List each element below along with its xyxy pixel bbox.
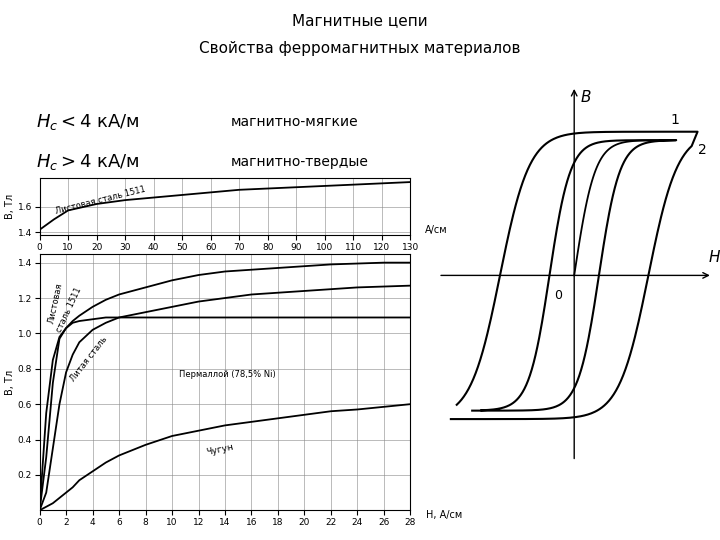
Text: $H$: $H$ (708, 249, 720, 265)
Text: 0: 0 (554, 289, 562, 302)
Text: Свойства ферромагнитных материалов: Свойства ферромагнитных материалов (199, 40, 521, 56)
Text: 1: 1 (670, 113, 680, 127)
Text: магнитно-мягкие: магнитно-мягкие (230, 114, 358, 129)
Text: 2: 2 (698, 143, 706, 157)
Text: сталь 1511: сталь 1511 (54, 286, 83, 333)
Text: Литая сталь: Литая сталь (68, 334, 109, 383)
Text: Листовая: Листовая (47, 282, 64, 325)
Y-axis label: В, Тл: В, Тл (5, 194, 15, 219)
Text: Пермаллой (78,5% Ni): Пермаллой (78,5% Ni) (179, 370, 275, 380)
Text: $H_c > 4\ \rm{кА/м}$: $H_c > 4\ \rm{кА/м}$ (36, 152, 140, 172)
Text: Н, А/см: Н, А/см (426, 510, 462, 521)
Text: Магнитные цепи: Магнитные цепи (292, 14, 428, 29)
Text: $B$: $B$ (580, 90, 592, 105)
Y-axis label: В, Тл: В, Тл (5, 369, 15, 395)
Text: А/см: А/см (425, 225, 447, 235)
Text: $H_c < 4\ \rm{кА/м}$: $H_c < 4\ \rm{кА/м}$ (36, 111, 140, 132)
Text: магнитно-твердые: магнитно-твердые (230, 155, 368, 169)
Text: Чугун: Чугун (205, 443, 234, 457)
Text: Листовая сталь 1511: Листовая сталь 1511 (54, 184, 146, 215)
